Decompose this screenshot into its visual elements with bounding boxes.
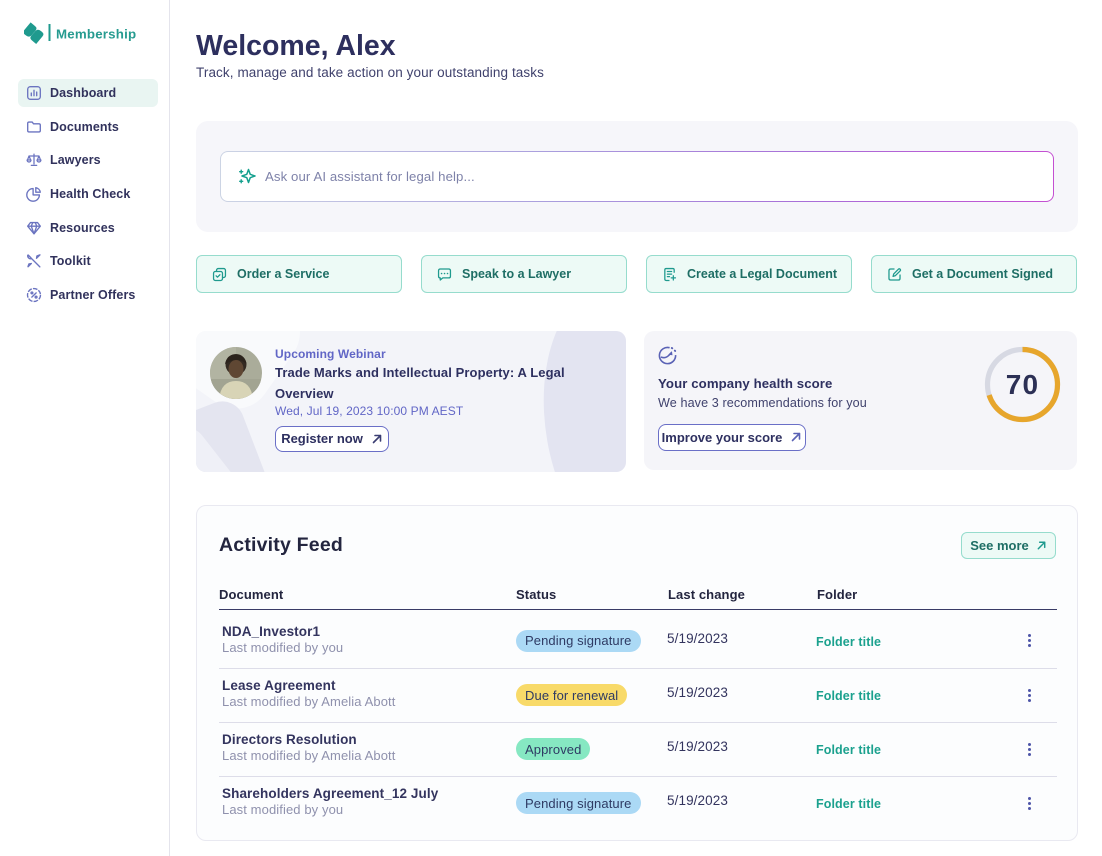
- svg-text:Membership: Membership: [56, 27, 136, 42]
